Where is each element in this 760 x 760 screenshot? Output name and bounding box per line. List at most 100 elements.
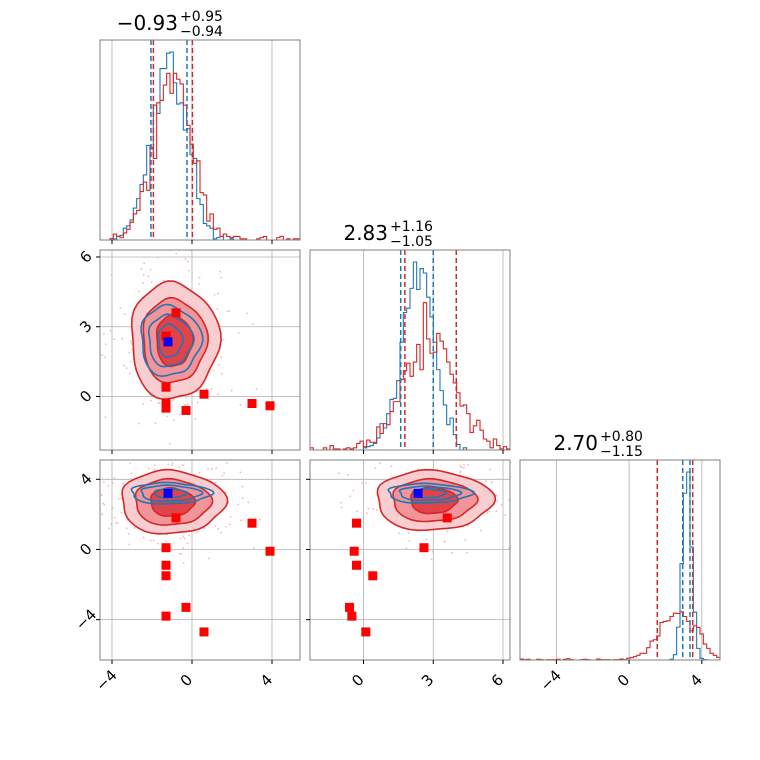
x-tick-label: 0 <box>614 671 633 690</box>
sample-point <box>186 403 189 406</box>
sample-point <box>113 477 116 479</box>
sample-point <box>255 388 258 391</box>
sample-point <box>130 477 132 480</box>
sample-point <box>125 527 128 530</box>
sample-point <box>197 232 199 234</box>
sample-point <box>340 501 342 504</box>
sample-point <box>103 503 106 506</box>
sample-point <box>212 369 215 372</box>
sample-point <box>186 260 189 263</box>
truth-red-marker <box>352 518 362 528</box>
sample-point <box>125 367 128 370</box>
sample-point <box>140 267 143 270</box>
contour-blue-level-1 <box>398 485 463 502</box>
sample-point <box>365 482 367 484</box>
truth-red-marker <box>161 331 171 341</box>
sample-point <box>214 525 217 528</box>
sample-point <box>224 525 227 528</box>
axes-frame <box>99 249 301 451</box>
x-tick-label: 0 <box>348 671 367 690</box>
hist-red-p0 <box>100 72 300 240</box>
sample-point <box>183 537 186 540</box>
sample-point <box>161 234 163 236</box>
sample-point <box>179 537 182 540</box>
truth-red-marker <box>347 611 357 621</box>
sample-point <box>121 337 124 340</box>
truth-red-marker <box>181 602 191 612</box>
contour-blue-level-2 <box>387 482 476 505</box>
sample-point <box>128 351 131 354</box>
sample-point <box>198 283 201 286</box>
sample-point <box>237 332 240 334</box>
sample-point <box>219 270 222 273</box>
sample-point <box>247 501 250 504</box>
sample-point <box>196 531 199 534</box>
sample-point <box>185 396 187 399</box>
contour-blue-level-2 <box>140 303 204 378</box>
sample-point <box>154 422 157 425</box>
truth-blue-marker <box>163 488 173 498</box>
x-tick-label: 4 <box>257 671 276 690</box>
sample-point <box>515 470 517 472</box>
y-tick-label: 0 <box>76 387 95 406</box>
sample-point <box>418 451 420 453</box>
sample-point <box>113 338 115 341</box>
sample-point <box>228 310 231 312</box>
sample-point <box>240 519 242 522</box>
sample-point <box>158 402 161 405</box>
sample-point <box>150 281 153 283</box>
sample-point <box>178 466 181 469</box>
sample-point <box>104 356 107 359</box>
sample-point <box>178 413 181 416</box>
sample-point <box>229 515 232 518</box>
axes-frame <box>309 249 511 451</box>
sample-point <box>422 456 424 458</box>
sample-point <box>134 438 136 440</box>
sample-point <box>157 401 160 404</box>
sample-point <box>541 511 543 513</box>
hist-panel-p0 <box>99 39 301 244</box>
sample-point <box>405 547 408 550</box>
sample-point <box>497 478 500 480</box>
sample-point <box>129 462 131 465</box>
sample-point <box>152 539 155 542</box>
truth-red-marker <box>199 389 209 399</box>
sample-point <box>504 514 507 516</box>
sample-point <box>431 550 434 553</box>
sample-point <box>466 524 469 527</box>
sample-point <box>252 546 255 549</box>
sample-point <box>223 472 226 475</box>
sample-point <box>220 531 222 534</box>
sample-point <box>446 530 449 533</box>
sample-point <box>184 403 186 406</box>
sample-point <box>104 416 107 419</box>
sample-point <box>123 313 126 316</box>
sample-point <box>214 395 217 398</box>
sample-point <box>246 312 248 315</box>
sample-point <box>349 495 351 498</box>
axes-frame <box>519 459 721 661</box>
sample-point <box>116 521 119 524</box>
sample-point <box>107 484 110 487</box>
sample-point <box>171 399 174 402</box>
sample-point <box>100 494 103 497</box>
truth-red-marker <box>161 543 171 553</box>
sample-point <box>113 516 116 519</box>
hist-blue-p0 <box>100 51 300 240</box>
sample-point <box>117 497 120 500</box>
sample-point <box>222 338 225 341</box>
sample-point <box>347 474 349 476</box>
sample-point <box>150 399 152 402</box>
sample-point <box>208 557 210 560</box>
sample-point <box>133 527 136 529</box>
sample-point <box>258 518 261 521</box>
sample-point <box>102 502 105 505</box>
truth-red-marker <box>181 405 191 415</box>
sample-point <box>120 497 122 500</box>
sample-point <box>186 542 189 545</box>
sample-point <box>459 465 462 468</box>
hist-red-p1 <box>310 302 510 450</box>
title-value: 2.83 <box>343 221 388 245</box>
sample-point <box>390 465 392 468</box>
sample-point <box>153 468 156 471</box>
